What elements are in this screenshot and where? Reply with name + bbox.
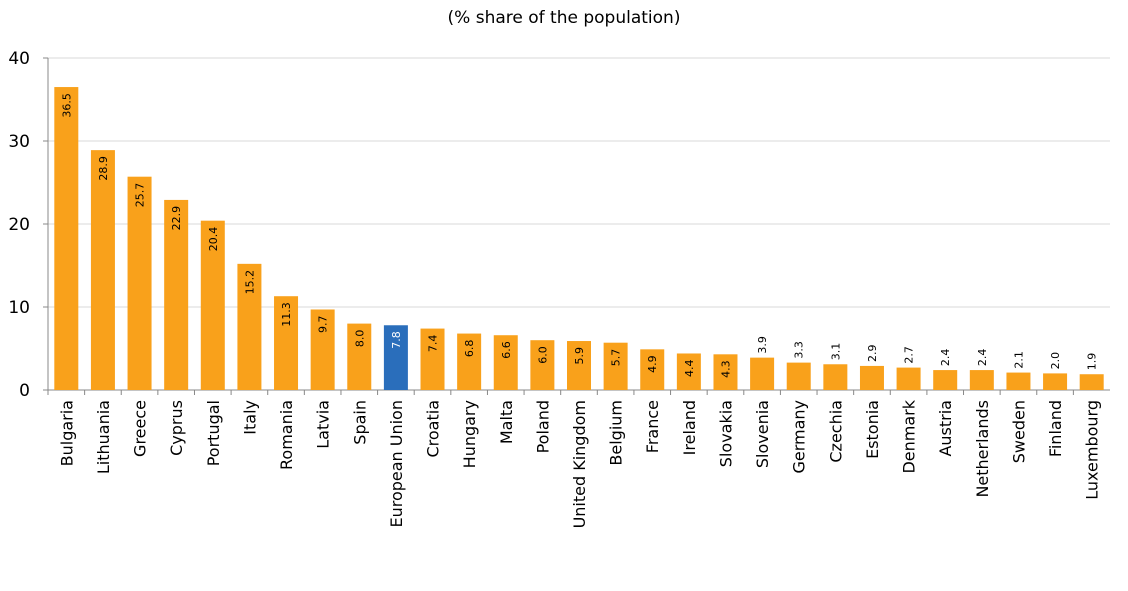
x-tick-label: Germany — [790, 400, 809, 474]
data-label: 11.3 — [280, 302, 293, 327]
data-label: 2.4 — [976, 349, 989, 367]
x-tick-label: European Union — [387, 400, 406, 528]
chart-subtitle: (% share of the population) — [447, 8, 681, 28]
bar-denmark — [896, 367, 921, 390]
data-label: 5.9 — [573, 347, 586, 365]
bar-bulgaria — [54, 87, 79, 391]
bar-finland — [1043, 373, 1068, 390]
y-tick-label: 40 — [8, 49, 30, 69]
x-tick-label: Poland — [533, 400, 552, 453]
x-tick-label: Greece — [131, 400, 150, 457]
data-label: 6.8 — [463, 340, 476, 358]
data-label: 2.0 — [1049, 352, 1062, 370]
x-tick-label: Slovenia — [753, 400, 772, 468]
data-label: 6.0 — [536, 346, 549, 364]
data-label: 4.4 — [683, 359, 696, 377]
x-tick-label: Finland — [1046, 400, 1065, 457]
bar-netherlands — [969, 370, 994, 390]
x-tick-label: Bulgaria — [57, 400, 76, 466]
y-tick-label: 10 — [8, 298, 30, 318]
data-label: 25.7 — [134, 183, 147, 208]
bar-luxembourg — [1079, 374, 1104, 390]
data-label: 4.9 — [646, 355, 659, 373]
data-label: 3.1 — [829, 343, 842, 361]
x-tick-label: Luxembourg — [1083, 400, 1102, 500]
x-tick-label: Austria — [936, 400, 955, 457]
bar-poland — [530, 340, 555, 390]
x-tick-label: Portugal — [204, 400, 223, 466]
data-label: 28.9 — [97, 156, 110, 181]
data-label: 8.0 — [353, 330, 366, 348]
bar-spain — [347, 323, 372, 390]
bar-hungary — [457, 333, 482, 390]
bar-portugal — [200, 220, 225, 390]
data-label: 3.3 — [793, 341, 806, 359]
x-tick-label: Czechia — [826, 400, 845, 463]
data-label: 2.7 — [903, 346, 916, 364]
data-label: 7.4 — [427, 335, 440, 353]
bar-greece — [127, 176, 152, 390]
data-label: 20.4 — [207, 227, 220, 252]
bar-austria — [933, 370, 958, 390]
bar-latvia — [310, 309, 335, 390]
x-tick-label: Ireland — [680, 400, 699, 455]
data-label: 36.5 — [60, 93, 73, 118]
bar-italy — [237, 263, 262, 390]
data-label: 1.9 — [1086, 353, 1099, 371]
y-tick-label: 20 — [8, 215, 30, 235]
bar-malta — [493, 335, 518, 390]
bar-germany — [786, 362, 811, 390]
data-label: 5.7 — [610, 349, 623, 367]
x-tick-label: Cyprus — [167, 400, 186, 456]
x-tick-label: Lithuania — [94, 400, 113, 474]
x-tick-label: Croatia — [424, 400, 443, 458]
bar-united-kingdom — [567, 341, 591, 390]
x-tick-label: France — [643, 400, 662, 453]
bar-lithuania — [90, 150, 115, 390]
bar-france — [640, 349, 665, 390]
data-label: 2.9 — [866, 344, 879, 362]
bar-croatia — [420, 328, 445, 390]
bar-slovenia — [750, 357, 775, 390]
x-tick-label: Denmark — [900, 399, 919, 473]
data-label: 6.6 — [500, 341, 513, 359]
x-tick-label: Spain — [350, 400, 369, 445]
bar-estonia — [859, 365, 884, 390]
x-tick-label: Latvia — [314, 400, 333, 449]
x-tick-label: Netherlands — [973, 400, 992, 498]
x-tick-label: United Kingdom — [570, 400, 589, 528]
bar-ireland — [676, 353, 701, 390]
x-tick-label: Estonia — [863, 400, 882, 459]
bar-sweden — [1006, 372, 1031, 390]
data-label: 2.4 — [939, 349, 952, 367]
bar-romania — [274, 296, 299, 390]
x-tick-label: Belgium — [607, 400, 626, 466]
data-label: 7.8 — [390, 331, 403, 349]
x-tick-label: Sweden — [1009, 400, 1028, 463]
x-tick-label: Malta — [497, 400, 516, 444]
bar-slovakia — [713, 354, 738, 390]
bar-cyprus — [164, 199, 189, 390]
data-label: 2.1 — [1012, 351, 1025, 368]
data-label: 22.9 — [170, 206, 183, 231]
x-tick-label: Italy — [240, 400, 259, 435]
bar-czechia — [823, 364, 848, 390]
data-label: 4.3 — [719, 360, 732, 378]
bar-belgium — [603, 342, 628, 390]
bar-european-union — [383, 325, 408, 390]
x-tick-label: Romania — [277, 400, 296, 470]
y-tick-label: 30 — [8, 132, 30, 152]
x-tick-label: Hungary — [460, 400, 479, 468]
data-label: 3.9 — [756, 336, 769, 354]
data-label: 15.2 — [243, 270, 256, 295]
y-tick-label: 0 — [19, 381, 30, 401]
data-label: 9.7 — [317, 315, 330, 333]
x-tick-label: Slovakia — [716, 400, 735, 467]
